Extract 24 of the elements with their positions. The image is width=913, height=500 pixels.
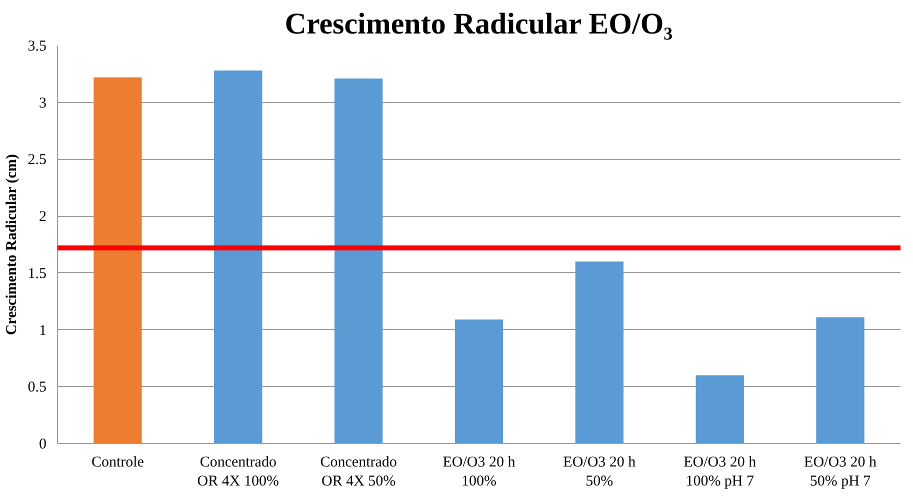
y-tick-label: 0.5 (28, 380, 46, 396)
bar (816, 317, 864, 444)
x-tick-label: Concentrado OR 4X 100% (197, 454, 279, 490)
x-tick-label: EO/O3 20 h 50% (563, 454, 636, 490)
bar (575, 262, 624, 444)
bar (94, 77, 142, 444)
y-tick-label: 1.5 (28, 266, 46, 282)
x-tick-label: EO/O3 20 h 100% (442, 454, 516, 490)
y-tick-label: 2 (39, 209, 46, 226)
y-tick-label: 2.5 (28, 152, 46, 168)
bar (454, 320, 504, 444)
bar (696, 375, 744, 444)
bar (334, 78, 383, 444)
y-tick-label: 3 (39, 95, 46, 112)
y-tick-label: 1 (39, 322, 46, 339)
chart-title: Crescimento Radicular EO/O₃ (284, 8, 673, 40)
y-tick-label: 3.5 (28, 38, 46, 54)
x-tick-label: Concentrado OR 4X 50% (320, 454, 397, 490)
x-tick-label: EO/O3 20 h 50% pH 7 (804, 454, 878, 490)
y-tick-label: 0 (39, 436, 46, 452)
x-tick-label: Controle (91, 454, 144, 470)
bar (214, 70, 262, 444)
x-tick-label: EO/O3 20 h 100% pH 7 (684, 454, 757, 490)
y-axis-title: Crescimento Radicular (cm) (4, 154, 20, 336)
